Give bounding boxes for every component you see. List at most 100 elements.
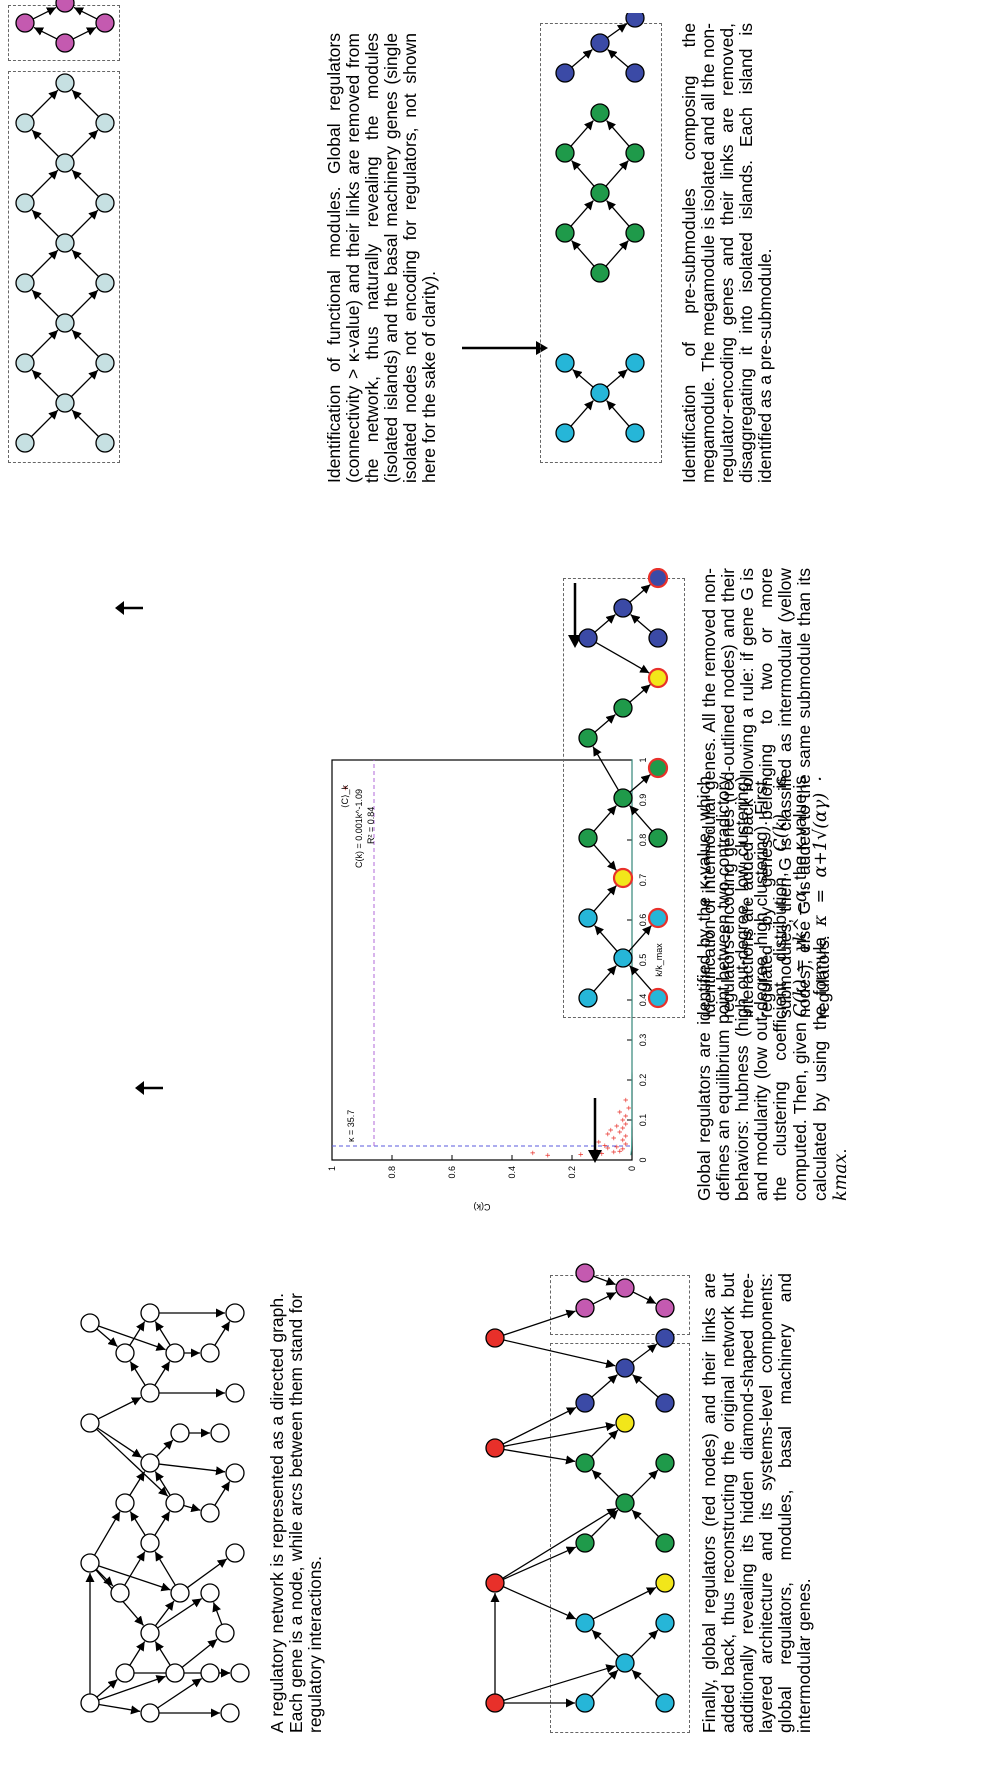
gene-node bbox=[115, 1343, 135, 1363]
graph-edge bbox=[70, 209, 99, 238]
graph-edge bbox=[503, 1422, 616, 1447]
gene-node bbox=[110, 1583, 130, 1603]
data-point: + bbox=[624, 1105, 634, 1110]
gene-node bbox=[655, 1298, 675, 1318]
gene-node bbox=[578, 988, 598, 1008]
graph-edge bbox=[183, 1503, 201, 1513]
graph-edge bbox=[155, 1439, 174, 1458]
gene-node bbox=[575, 1533, 595, 1553]
graph-edge bbox=[129, 1471, 146, 1496]
graph-edge bbox=[630, 1629, 659, 1658]
graph-edge bbox=[594, 925, 618, 952]
data-point: + bbox=[621, 1097, 631, 1102]
x-tick-label: 0.2 bbox=[638, 1074, 648, 1087]
gene-node bbox=[555, 423, 575, 443]
data-point: + bbox=[341, 785, 351, 790]
gene-node bbox=[575, 1263, 595, 1283]
graph-edge bbox=[71, 169, 100, 198]
graph-edge bbox=[154, 1471, 171, 1496]
legend-entry: ⟨C⟩_k bbox=[340, 784, 350, 808]
graph-edge bbox=[592, 746, 620, 791]
gene-node bbox=[15, 13, 35, 33]
x-tick-label: 0.7 bbox=[638, 874, 648, 887]
gene-node bbox=[655, 1328, 675, 1348]
graph-edge bbox=[129, 1511, 146, 1536]
data-point: + bbox=[621, 1133, 631, 1138]
graph-edge bbox=[98, 1703, 141, 1715]
graph-edge bbox=[31, 369, 60, 398]
data-point: + bbox=[600, 1143, 610, 1148]
graph-edge bbox=[607, 49, 629, 68]
graph-edge bbox=[97, 1396, 142, 1420]
gene-node bbox=[55, 33, 75, 53]
gene-node bbox=[655, 1533, 675, 1553]
gene-node bbox=[578, 728, 598, 748]
graph-edge bbox=[31, 289, 60, 318]
y-tick-label: 0.6 bbox=[447, 1166, 457, 1179]
gene-node bbox=[655, 1393, 675, 1413]
gene-node bbox=[225, 1543, 245, 1563]
graph-edge bbox=[606, 369, 628, 388]
gene-node bbox=[80, 1693, 100, 1713]
data-point: + bbox=[597, 1151, 607, 1156]
regulatory-network-graph bbox=[80, 1303, 250, 1723]
gene-node bbox=[80, 1313, 100, 1333]
graph-edge bbox=[129, 1321, 146, 1346]
gene-node bbox=[95, 13, 115, 33]
gene-node bbox=[647, 907, 669, 929]
caption-functional-modules: Identification of functional modules. Gl… bbox=[324, 33, 439, 483]
gene-node bbox=[140, 1453, 160, 1473]
graph-edge bbox=[30, 329, 59, 358]
data-point: + bbox=[594, 1139, 604, 1144]
gene-node bbox=[80, 1413, 100, 1433]
graph-edge bbox=[606, 200, 630, 227]
gene-node bbox=[80, 1553, 100, 1573]
gene-node bbox=[55, 73, 75, 93]
y-axis-label: C(k) bbox=[474, 1202, 491, 1212]
data-point: + bbox=[603, 1145, 613, 1150]
gene-node bbox=[115, 1663, 135, 1683]
gene-node bbox=[55, 233, 75, 253]
graph-edge bbox=[605, 240, 629, 267]
graph-edge bbox=[30, 249, 59, 278]
gene-node bbox=[655, 1573, 675, 1593]
graph-edge bbox=[593, 965, 617, 992]
gene-node bbox=[115, 1493, 135, 1513]
graph-edge bbox=[593, 885, 617, 912]
graph-edge bbox=[594, 714, 616, 733]
gene-node bbox=[625, 353, 645, 373]
graph-edge bbox=[631, 1669, 660, 1698]
graph-edge bbox=[98, 1675, 166, 1701]
final-network-graph bbox=[485, 1263, 675, 1713]
gene-node bbox=[95, 193, 115, 213]
gene-node bbox=[575, 1453, 595, 1473]
regulator-node bbox=[485, 1693, 505, 1713]
graph-edge bbox=[71, 409, 100, 438]
data-point: + bbox=[612, 1144, 622, 1149]
gene-node bbox=[55, 313, 75, 333]
gene-node bbox=[613, 948, 633, 968]
graph-edge bbox=[571, 160, 595, 187]
graph-edge bbox=[502, 1406, 577, 1445]
y-tick-label: 0.2 bbox=[567, 1166, 577, 1179]
gene-node bbox=[575, 1298, 595, 1318]
gene-node bbox=[575, 1393, 595, 1413]
data-point: + bbox=[609, 1149, 619, 1154]
y-tick-label: 0.4 bbox=[507, 1166, 517, 1179]
graph-edge bbox=[71, 89, 100, 118]
graph-edge bbox=[154, 1551, 176, 1586]
graph-edge bbox=[593, 805, 617, 832]
gene-node bbox=[625, 63, 645, 83]
data-point: + bbox=[543, 1153, 553, 1158]
graph-edge bbox=[606, 400, 630, 427]
gene-node bbox=[15, 113, 35, 133]
data-point: + bbox=[609, 1135, 619, 1140]
graph-edge bbox=[570, 200, 594, 227]
graph-edge bbox=[158, 1463, 226, 1476]
graph-edge bbox=[157, 1678, 203, 1709]
gene-node bbox=[165, 1343, 185, 1363]
graph-edge bbox=[154, 1511, 171, 1536]
graph-edge bbox=[502, 1507, 617, 1579]
graph-edge bbox=[71, 329, 100, 358]
y-tick-label: 0.8 bbox=[387, 1166, 397, 1179]
